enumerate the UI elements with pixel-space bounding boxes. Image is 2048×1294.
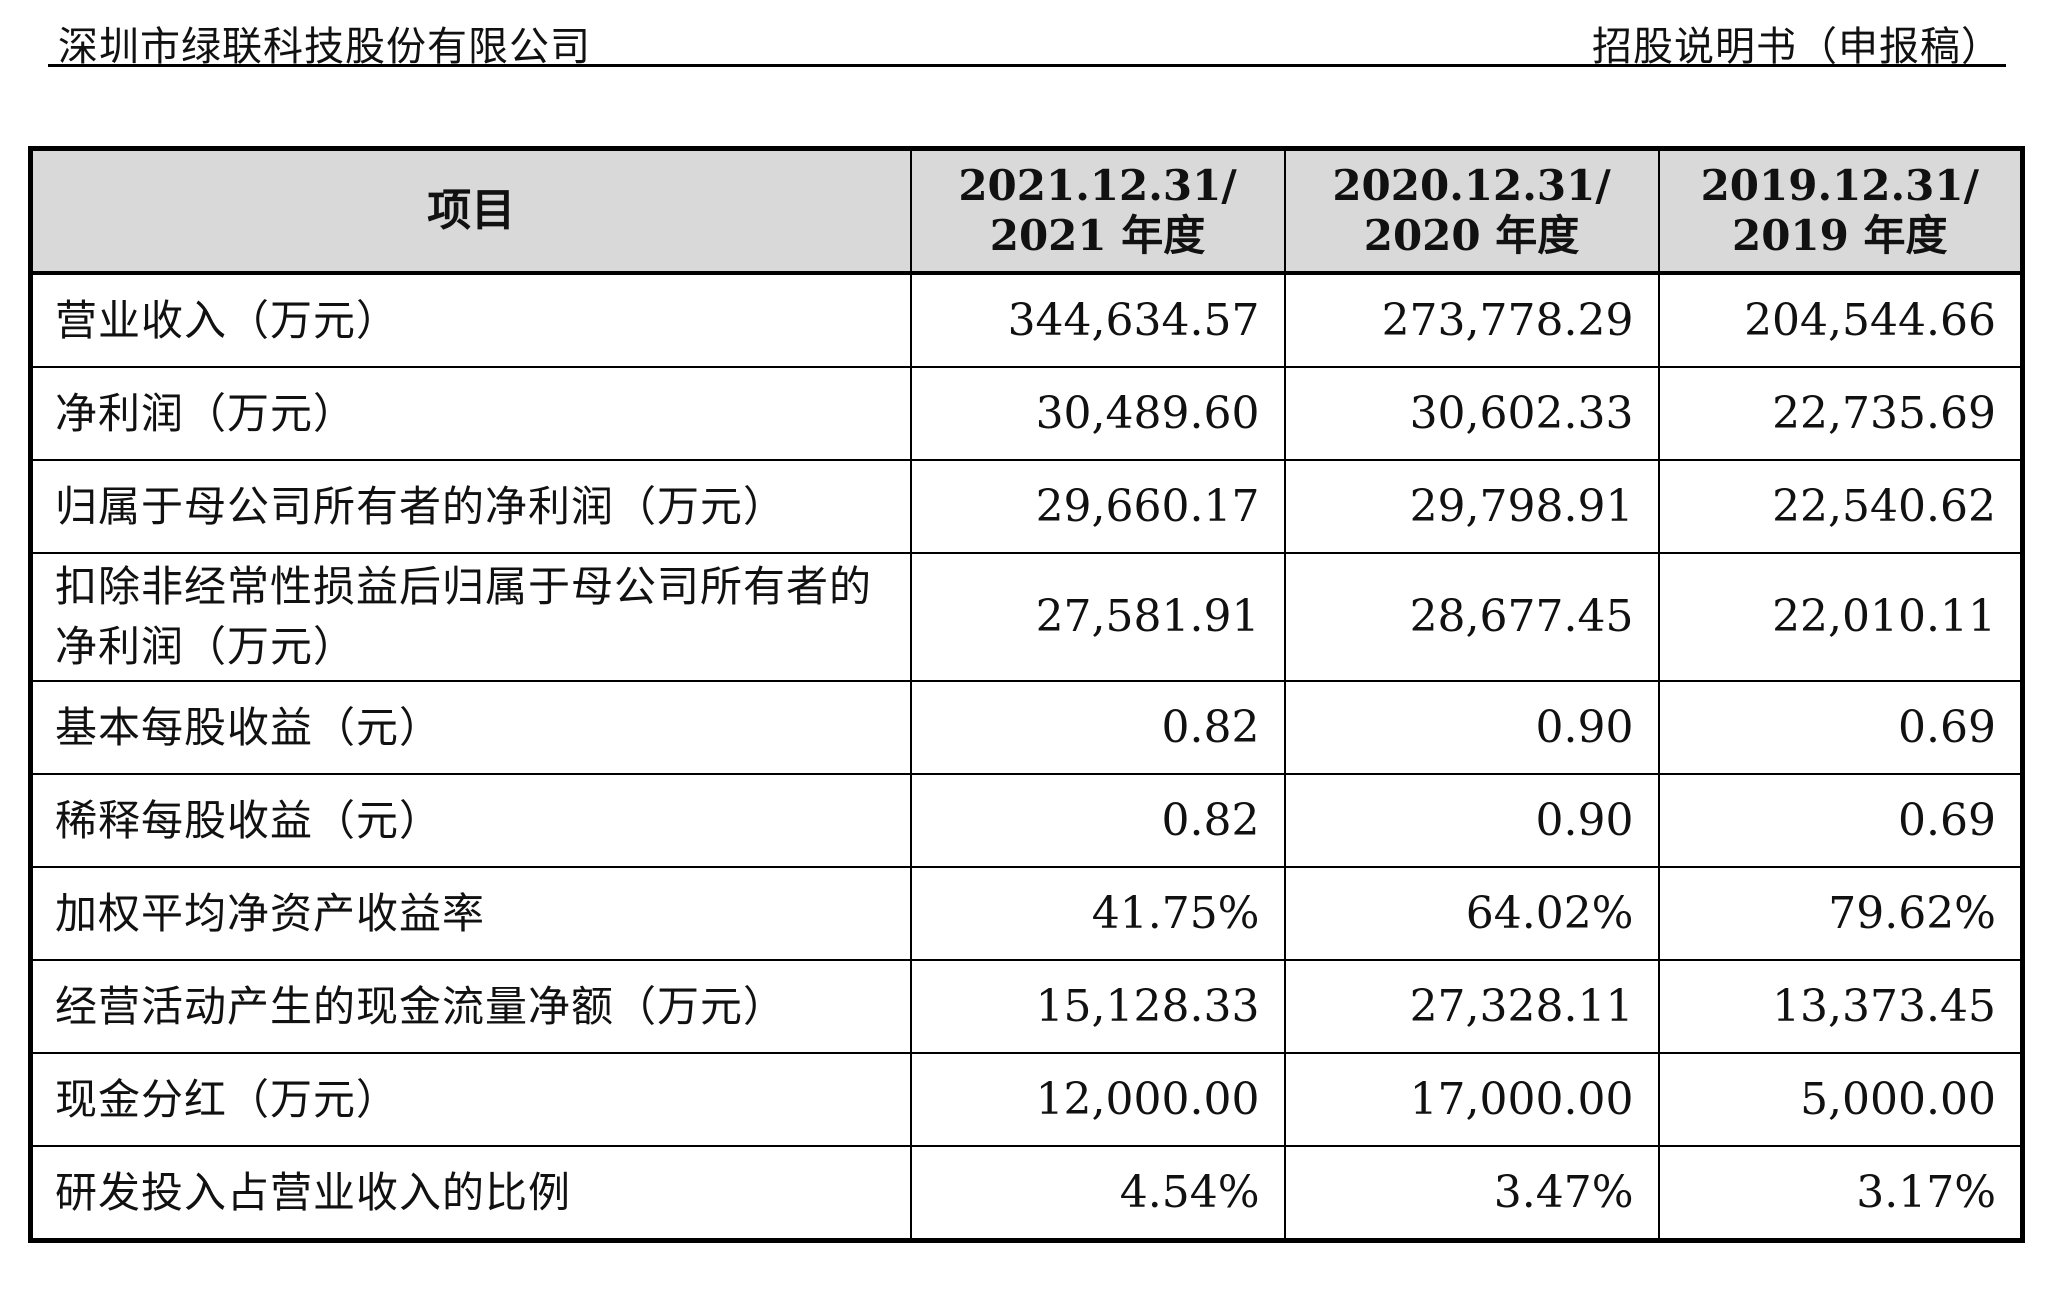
table-row: 扣除非经常性损益后归属于母公司所有者的净利润（万元） 27,581.91 28,… <box>29 552 2024 682</box>
value-2021: 12,000.00 <box>909 1052 1286 1147</box>
table-row: 研发投入占营业收入的比例 4.54% 3.47% 3.17% <box>29 1145 2024 1242</box>
value-2020: 0.90 <box>1283 680 1660 775</box>
value-2021: 0.82 <box>909 773 1286 868</box>
value-2019: 0.69 <box>1657 773 2024 868</box>
column-header-2020: 2020.12.31/ 2020 年度 <box>1283 147 1660 275</box>
row-label: 净利润（万元） <box>29 366 912 461</box>
value-2020: 3.47% <box>1283 1145 1660 1242</box>
row-label: 营业收入（万元） <box>29 272 912 368</box>
column-header-2019: 2019.12.31/ 2019 年度 <box>1657 147 2024 275</box>
row-label: 归属于母公司所有者的净利润（万元） <box>29 459 912 554</box>
value-2020: 29,798.91 <box>1283 459 1660 554</box>
table-row: 净利润（万元） 30,489.60 30,602.33 22,735.69 <box>29 366 2024 461</box>
table-row: 营业收入（万元） 344,634.57 273,778.29 204,544.6… <box>29 272 2024 368</box>
value-2020: 273,778.29 <box>1283 272 1660 368</box>
row-label: 研发投入占营业收入的比例 <box>29 1145 912 1242</box>
value-2020: 0.90 <box>1283 773 1660 868</box>
value-2020: 27,328.11 <box>1283 959 1660 1054</box>
value-2019: 22,735.69 <box>1657 366 2024 461</box>
table-row: 基本每股收益（元） 0.82 0.90 0.69 <box>29 680 2024 775</box>
value-2019: 204,544.66 <box>1657 272 2024 368</box>
financial-summary-table: 项目 2021.12.31/ 2021 年度 2020.12.31/ 2020 … <box>28 146 2025 1243</box>
value-2019: 3.17% <box>1657 1145 2024 1242</box>
value-2021: 30,489.60 <box>909 366 1286 461</box>
value-2020: 64.02% <box>1283 866 1660 961</box>
value-2021: 29,660.17 <box>909 459 1286 554</box>
value-2020: 17,000.00 <box>1283 1052 1660 1147</box>
value-2019: 22,010.11 <box>1657 552 2024 682</box>
value-2021: 4.54% <box>909 1145 1286 1242</box>
value-2019: 79.62% <box>1657 866 2024 961</box>
value-2019: 13,373.45 <box>1657 959 2024 1054</box>
value-2019: 0.69 <box>1657 680 2024 775</box>
row-label: 经营活动产生的现金流量净额（万元） <box>29 959 912 1054</box>
table-row: 加权平均净资产收益率 41.75% 64.02% 79.62% <box>29 866 2024 961</box>
row-label: 扣除非经常性损益后归属于母公司所有者的净利润（万元） <box>29 552 912 682</box>
value-2021: 0.82 <box>909 680 1286 775</box>
value-2021: 41.75% <box>909 866 1286 961</box>
column-header-2021: 2021.12.31/ 2021 年度 <box>909 147 1286 275</box>
value-2019: 22,540.62 <box>1657 459 2024 554</box>
row-label: 加权平均净资产收益率 <box>29 866 912 961</box>
value-2019: 5,000.00 <box>1657 1052 2024 1147</box>
column-header-item: 项目 <box>29 147 912 275</box>
page-header: 深圳市绿联科技股份有限公司 招股说明书（申报稿） <box>48 6 2006 70</box>
value-2020: 28,677.45 <box>1283 552 1660 682</box>
row-label: 基本每股收益（元） <box>29 680 912 775</box>
value-2020: 30,602.33 <box>1283 366 1660 461</box>
row-label: 稀释每股收益（元） <box>29 773 912 868</box>
table-row: 经营活动产生的现金流量净额（万元） 15,128.33 27,328.11 13… <box>29 959 2024 1054</box>
company-name: 深圳市绿联科技股份有限公司 <box>58 24 591 70</box>
document-type: 招股说明书（申报稿） <box>1592 24 2002 70</box>
row-label: 现金分红（万元） <box>29 1052 912 1147</box>
table-row: 现金分红（万元） 12,000.00 17,000.00 5,000.00 <box>29 1052 2024 1147</box>
table-row: 稀释每股收益（元） 0.82 0.90 0.69 <box>29 773 2024 868</box>
table-row: 归属于母公司所有者的净利润（万元） 29,660.17 29,798.91 22… <box>29 459 2024 554</box>
value-2021: 15,128.33 <box>909 959 1286 1054</box>
value-2021: 344,634.57 <box>909 272 1286 368</box>
value-2021: 27,581.91 <box>909 552 1286 682</box>
table-header-row: 项目 2021.12.31/ 2021 年度 2020.12.31/ 2020 … <box>29 147 2024 275</box>
